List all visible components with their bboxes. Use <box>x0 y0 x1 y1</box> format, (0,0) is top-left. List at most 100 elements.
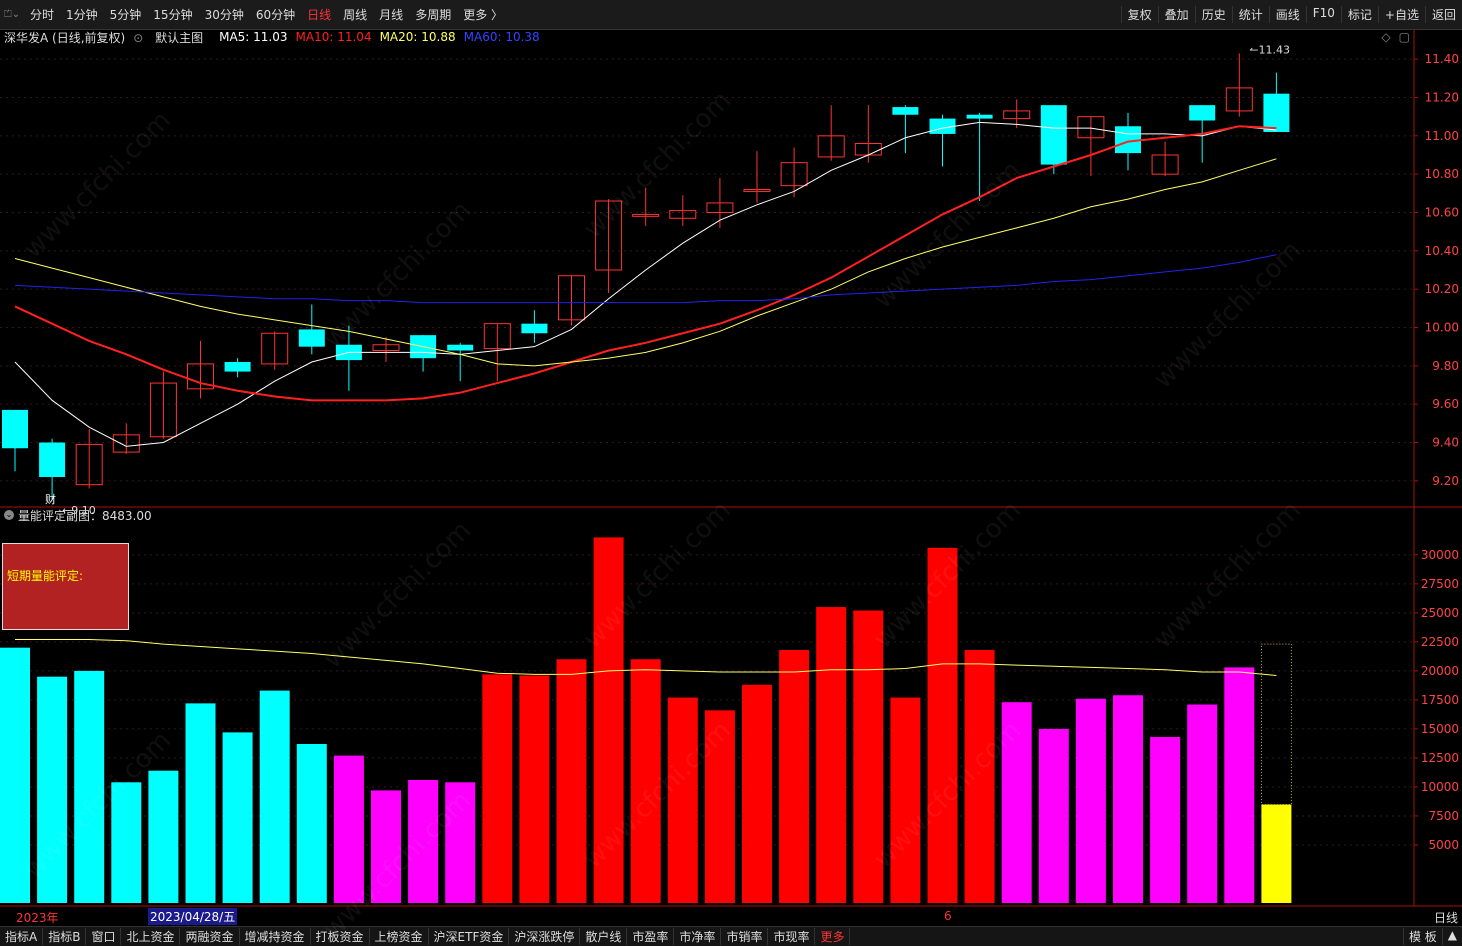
ytick-label: 11.20 <box>1425 91 1459 105</box>
volume-avg-line <box>15 639 1277 677</box>
candle-body-down <box>521 323 548 334</box>
candle-body-up <box>1151 154 1179 175</box>
ytick-label: 10.00 <box>1425 321 1459 335</box>
toolbar-item-7[interactable]: +自选 <box>1377 6 1425 23</box>
candle-body-down <box>892 107 919 115</box>
volume-bar <box>111 782 142 903</box>
stock-title[interactable]: 深华发A (日线,前复权) <box>4 30 126 45</box>
tab-period-6[interactable]: 日线 <box>307 8 332 22</box>
volume-bar <box>296 743 327 903</box>
ytick-label: 15000 <box>1421 722 1459 736</box>
chevron-down-icon[interactable]: ⌄ <box>4 510 14 520</box>
top-toolbar: ⏍⌄ 分时 1分钟 5分钟 15分钟 30分钟 60分钟 日线 周线 月线 多周期 更多 〉 复权叠… <box>0 0 1462 30</box>
volume-bar <box>408 779 439 903</box>
bottom-tab-2[interactable]: 窗口 <box>86 928 122 945</box>
ytick-label: 27500 <box>1421 577 1459 591</box>
candle-body-down <box>224 362 251 372</box>
tab-period-5[interactable]: 60分钟 <box>255 8 296 22</box>
volume-bar <box>704 710 735 903</box>
candle-body-down <box>1263 93 1290 132</box>
finance-marker[interactable]: 财 <box>45 493 56 506</box>
bottom-tab-15[interactable]: 更多 <box>815 928 851 945</box>
bottom-tab-13[interactable]: 市销率 <box>721 928 769 945</box>
volume-bar <box>185 703 216 903</box>
top-right-tools: 复权 叠加 历史 统计 画线 F10 标记 +自选 返回 <box>1120 6 1462 23</box>
volume-rating-box: 短期量能评定: <box>2 543 129 630</box>
toolbar-item-0[interactable]: 复权 <box>1120 6 1158 23</box>
toolbar-item-3[interactable]: 统计 <box>1231 6 1269 23</box>
volume-bar <box>371 790 401 903</box>
candle-body-up <box>1225 87 1253 112</box>
toolbar-item-2[interactable]: 历史 <box>1194 6 1232 23</box>
bottom-tab-7[interactable]: 上榜资金 <box>370 928 429 945</box>
volume-bar <box>445 782 476 903</box>
toolbar-item-5[interactable]: F10 <box>1305 6 1341 23</box>
candle-body-up <box>112 434 140 453</box>
toolbar-item-4[interactable]: 画线 <box>1268 6 1306 23</box>
candle-body-down <box>1115 126 1141 154</box>
candle-body-up <box>780 162 808 187</box>
diamond-icon[interactable]: ◇ <box>1381 30 1391 44</box>
tab-period-2[interactable]: 5分钟 <box>109 8 142 22</box>
bottom-tab-8[interactable]: 沪深ETF资金 <box>429 928 510 945</box>
candle-body-down <box>929 118 956 134</box>
tab-period-7[interactable]: 周线 <box>343 8 368 22</box>
toolbar-item-6[interactable]: 标记 <box>1340 6 1378 23</box>
candle-body-down <box>966 114 993 119</box>
volume-bar <box>1150 737 1181 903</box>
tab-period-1[interactable]: 1分钟 <box>66 8 98 22</box>
ma-line-ma60 <box>14 254 1277 304</box>
indicator-tabs: 指标A 指标B 窗口 北上资金 两融资金 增减持资金 打板资金 上榜资金 沪深ETF资金 沪深涨跌… <box>0 928 851 945</box>
volume-bar <box>259 690 290 903</box>
volume-bar <box>1113 695 1143 903</box>
bottom-tab-10[interactable]: 散户线 <box>580 928 628 945</box>
candle-body-up <box>632 213 660 217</box>
ma5-label: MA5: 11.03 <box>219 30 288 44</box>
projected-volume-outline <box>1260 643 1292 806</box>
ma60-label: MA60: 10.38 <box>463 30 540 44</box>
tab-period-3[interactable]: 15分钟 <box>153 8 193 22</box>
period-tabs: 分时 1分钟 5分钟 15分钟 30分钟 60分钟 日线 周线 月线 多周期 更多 〉 <box>24 6 509 23</box>
volume-bar <box>333 755 364 903</box>
tab-period-0[interactable]: 分时 <box>30 8 55 22</box>
window-icon[interactable]: ⏍⌄ <box>4 9 20 20</box>
toolbar-item-1[interactable]: 叠加 <box>1157 6 1195 23</box>
volume-bar <box>1187 704 1218 903</box>
extreme-label: ↼11.43 <box>1249 43 1290 56</box>
tab-period-4[interactable]: 30分钟 <box>204 8 244 22</box>
tab-period-9[interactable]: 多周期 <box>415 8 452 22</box>
ytick-label: 10.40 <box>1425 244 1459 258</box>
ytick-label: 22500 <box>1421 635 1459 649</box>
bottom-tab-3[interactable]: 北上资金 <box>121 928 181 945</box>
toolbar-item-8[interactable]: 返回 <box>1424 6 1462 23</box>
volume-rating-label: 短期量能评定: <box>7 569 84 583</box>
template-selector[interactable]: ⊙ 默认主图 <box>133 29 211 46</box>
tab-period-10[interactable]: 更多 〉 <box>463 8 504 22</box>
bottom-tab-4[interactable]: 两融资金 <box>180 928 240 945</box>
volume-bar <box>37 676 68 903</box>
ma-line-ma10 <box>14 125 1277 402</box>
candle-body-up <box>149 382 177 438</box>
volume-bar <box>1224 667 1255 903</box>
candle-body-down <box>2 409 28 449</box>
volume-bar <box>779 649 810 903</box>
bottom-tab-5[interactable]: 增减持资金 <box>240 928 311 945</box>
ma20-label: MA20: 10.88 <box>379 30 456 44</box>
bottom-tab-0[interactable]: 指标A <box>0 928 44 945</box>
ytick-label: 5000 <box>1428 838 1459 852</box>
bottom-tool-0[interactable]: 模 板 <box>1402 928 1442 945</box>
maximize-icon[interactable]: ▢ <box>1398 30 1410 44</box>
bottom-tab-12[interactable]: 市净率 <box>674 928 722 945</box>
volume-bar <box>853 610 884 903</box>
tab-period-8[interactable]: 月线 <box>379 8 404 22</box>
bottom-tab-14[interactable]: 市现率 <box>768 928 816 945</box>
bottom-tab-9[interactable]: 沪深涨跌停 <box>509 928 581 945</box>
date-axis: 2023年 2023/04/28/五 6 <box>0 908 1414 925</box>
bottom-tab-11[interactable]: 市盈率 <box>627 928 675 945</box>
bottom-tool-1[interactable]: ▲ <box>1441 928 1462 945</box>
bottom-tab-6[interactable]: 打板资金 <box>311 928 370 945</box>
bottom-tab-1[interactable]: 指标B <box>43 928 87 945</box>
volume-bar <box>1075 698 1106 903</box>
candle-body-down <box>1040 105 1067 165</box>
candle-body-up <box>1003 110 1031 120</box>
